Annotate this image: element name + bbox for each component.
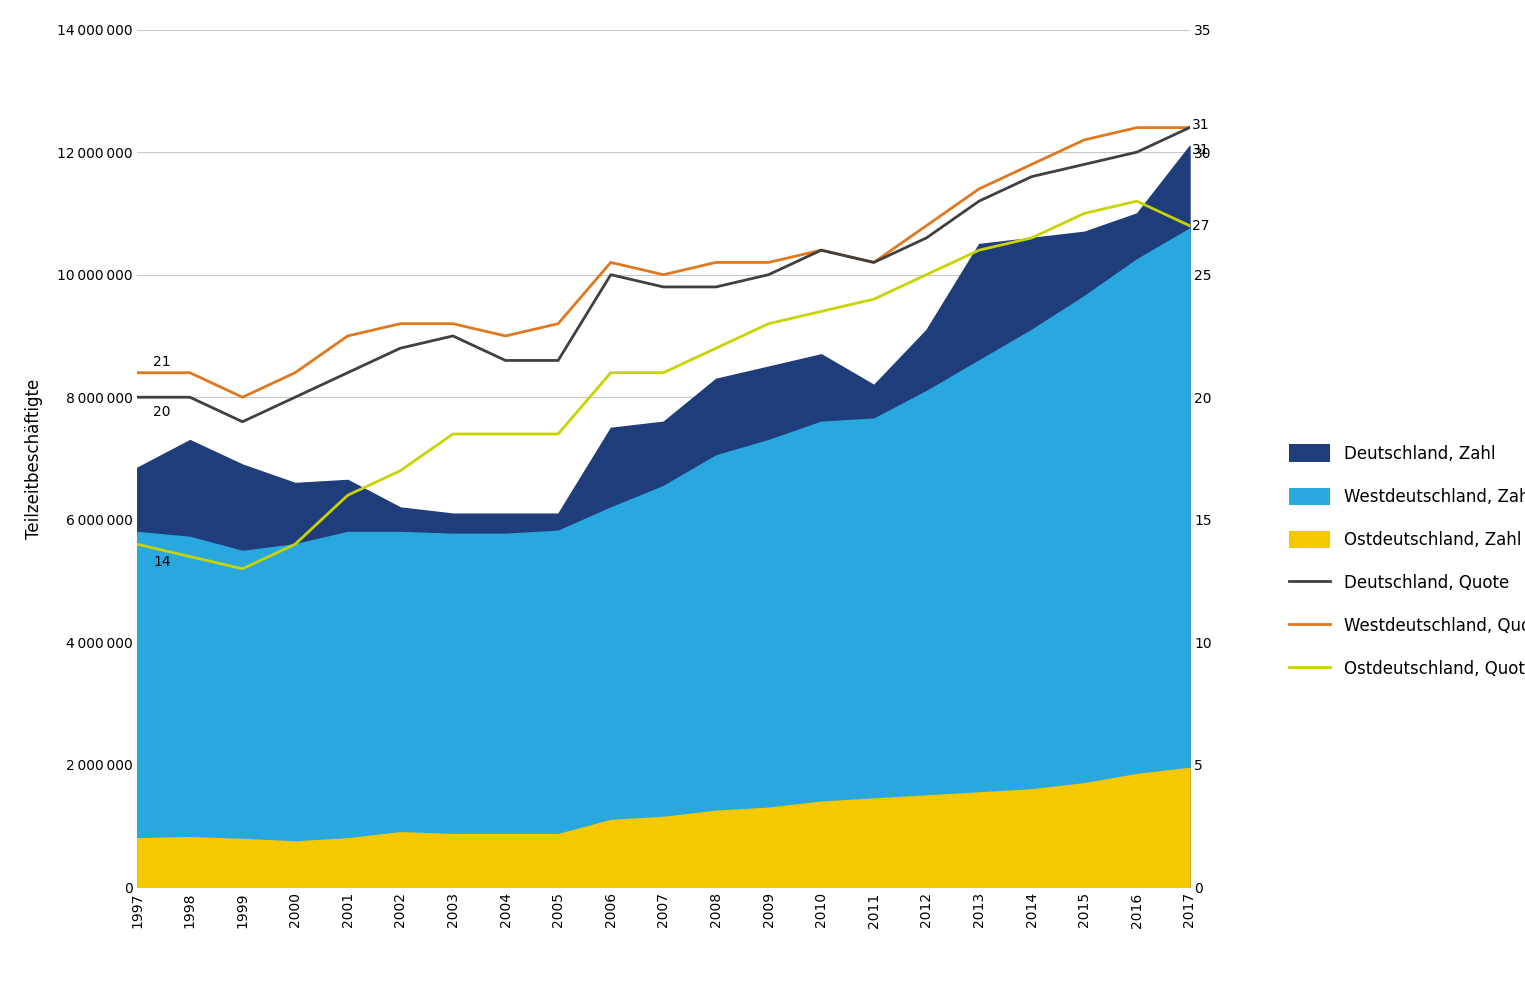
Legend: Deutschland, Zahl, Westdeutschland, Zahl, Ostdeutschland, Zahl, Deutschland, Quo: Deutschland, Zahl, Westdeutschland, Zahl… (1283, 438, 1525, 685)
Text: 14: 14 (152, 555, 171, 569)
Text: 27: 27 (1193, 219, 1209, 233)
Y-axis label: Teilzeitbeschäftigte: Teilzeitbeschäftigte (24, 379, 43, 538)
Text: 20: 20 (152, 405, 171, 419)
Text: 31: 31 (1193, 118, 1209, 132)
Text: 21: 21 (152, 355, 171, 369)
Text: 31: 31 (1193, 143, 1209, 157)
